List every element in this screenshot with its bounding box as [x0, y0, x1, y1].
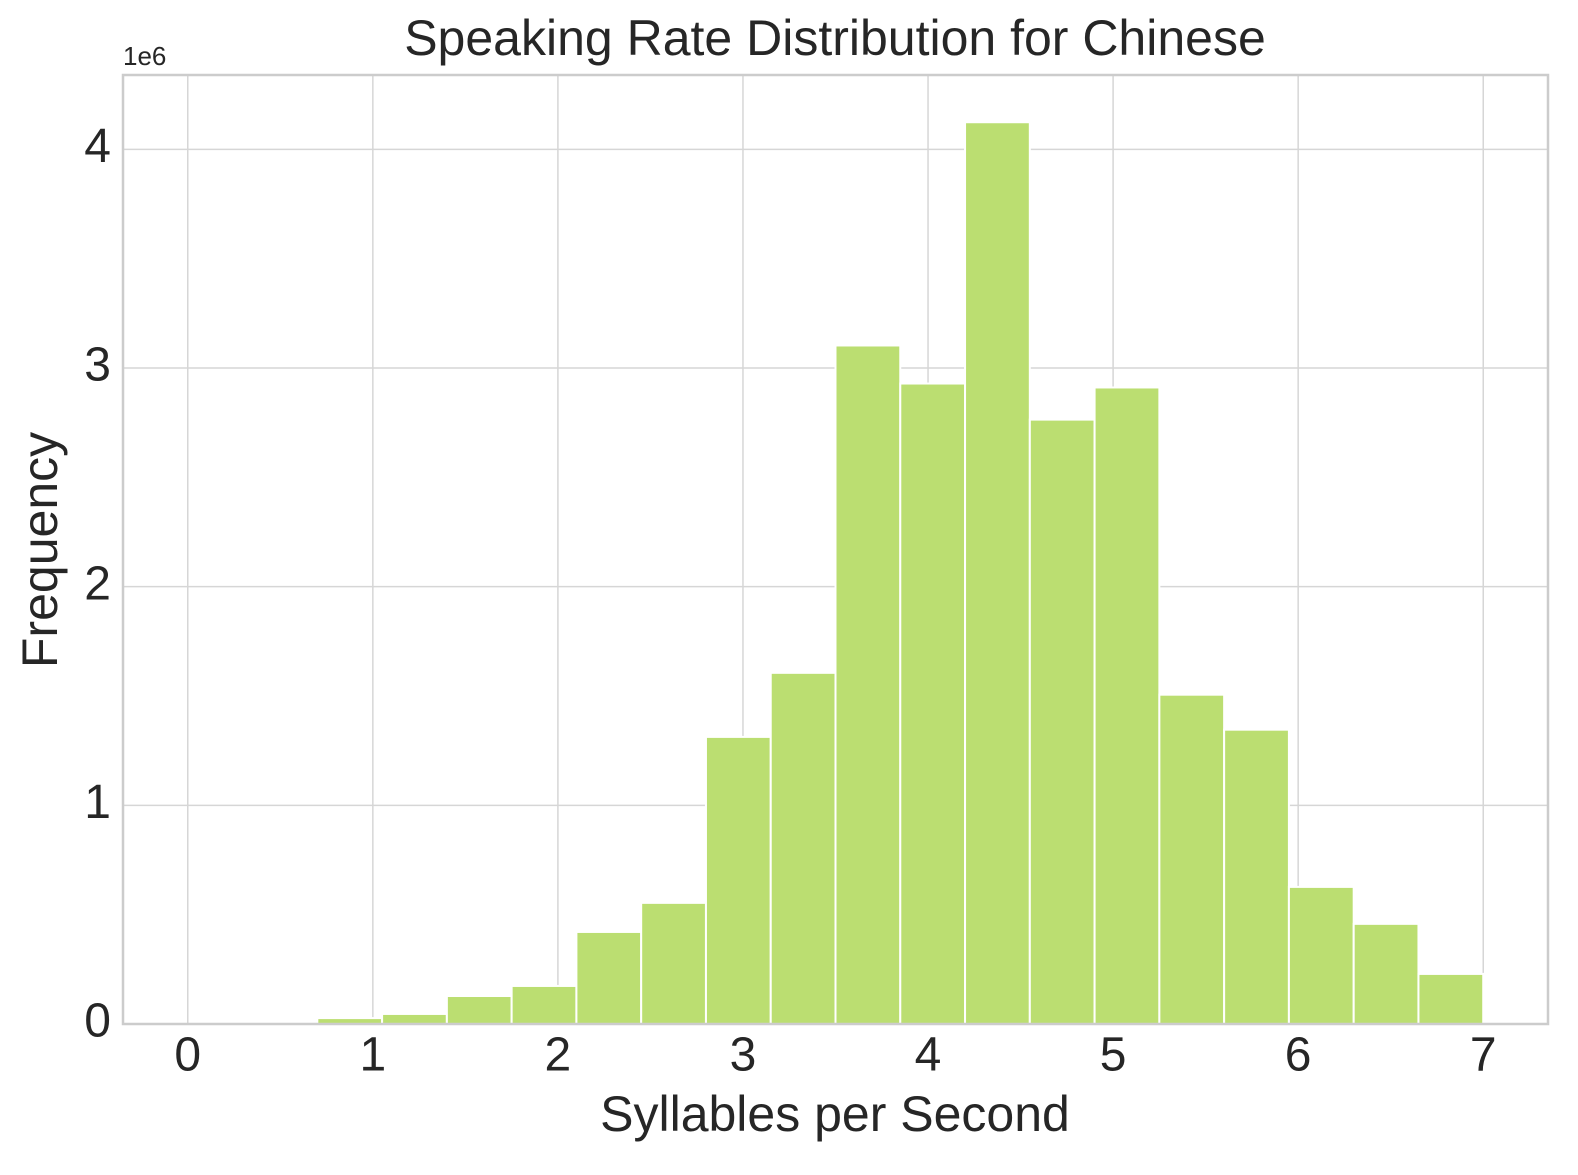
bar	[445, 995, 513, 1025]
x-tick-label: 7	[1470, 1029, 1497, 1082]
x-tick-label: 1	[359, 1029, 386, 1082]
bar	[1028, 418, 1096, 1025]
y-axis-label: Frequency	[12, 432, 68, 668]
bar	[964, 121, 1031, 1026]
bar	[381, 1012, 448, 1025]
bar	[1287, 885, 1355, 1026]
bar	[575, 930, 643, 1025]
bar	[704, 735, 772, 1025]
y-tick-label: 0	[84, 995, 111, 1048]
bar	[769, 671, 837, 1026]
y-tick-label: 2	[84, 557, 111, 610]
bar	[1093, 386, 1161, 1025]
x-tick-label: 5	[1100, 1029, 1127, 1082]
x-tick-label: 2	[545, 1029, 572, 1082]
x-tick-label: 3	[730, 1029, 757, 1082]
bar	[1223, 728, 1290, 1025]
y-tick-label: 4	[84, 120, 111, 173]
bar	[640, 901, 707, 1025]
x-tick-label: 4	[915, 1029, 942, 1082]
bar	[899, 382, 967, 1026]
chart-title: Speaking Rate Distribution for Chinese	[404, 10, 1266, 66]
y-tick-label: 1	[84, 776, 111, 829]
y-tick-label: 3	[84, 339, 111, 392]
x-tick-label: 6	[1285, 1029, 1312, 1082]
bar	[1158, 693, 1226, 1025]
plot-frame	[121, 73, 1550, 1026]
bar	[834, 344, 902, 1025]
bar	[1417, 972, 1485, 1025]
bar	[1352, 922, 1420, 1025]
x-tick-label: 0	[174, 1029, 201, 1082]
y-offset-label: 1e6	[123, 41, 166, 71]
x-axis-label: Syllables per Second	[600, 1086, 1070, 1142]
bar	[510, 984, 578, 1025]
